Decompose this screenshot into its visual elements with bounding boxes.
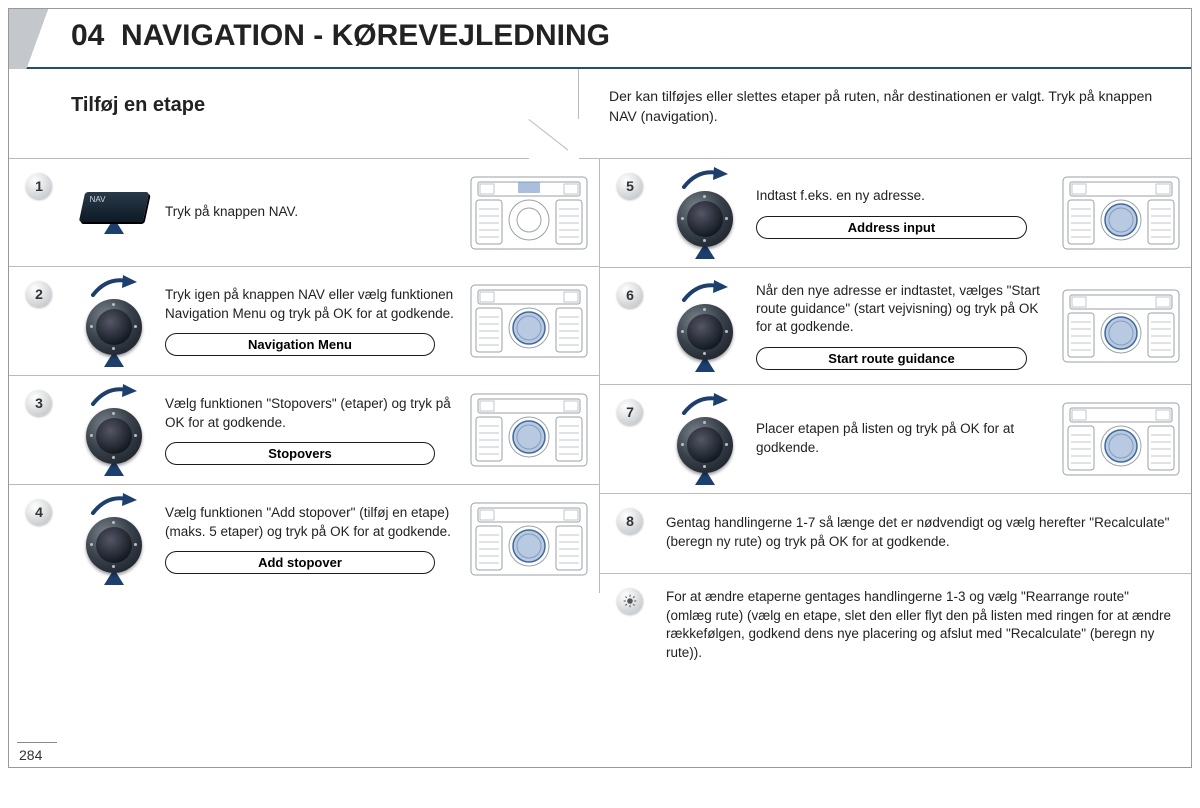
step-number-badge: 2: [26, 281, 52, 307]
header-slash-decoration: [9, 9, 69, 69]
swoosh-arrow-icon: [89, 384, 139, 406]
icon-cell: [660, 276, 750, 376]
thumb-cell: [469, 275, 599, 367]
thumb-cell: [469, 384, 599, 476]
page-number: 284: [19, 747, 42, 763]
note-row: For at ændre etaperne gentages handlinge…: [600, 574, 1191, 678]
icon-cell: [660, 167, 750, 259]
icon-cell: NAV: [69, 167, 159, 258]
badge-cell: 5: [600, 167, 660, 259]
menu-pill: Stopovers: [165, 442, 435, 465]
step-row: 7 Placer etapen på listen og tryk på OK …: [600, 385, 1191, 494]
step-row: 5 Indtast f.eks. en ny adresse. Address …: [600, 159, 1191, 268]
step-number-badge: 5: [617, 173, 643, 199]
menu-pill: Address input: [756, 216, 1027, 239]
step-number-badge: 4: [26, 499, 52, 525]
console-thumbnail: [470, 393, 588, 467]
note-text: For at ændre etaperne gentages handlinge…: [660, 582, 1191, 670]
text-cell: Indtast f.eks. en ny adresse. Address in…: [750, 167, 1061, 259]
text-cell: Placer etapen på listen og tryk på OK fo…: [750, 393, 1061, 485]
icon-cell: [69, 275, 159, 367]
step-number-badge: 6: [617, 282, 643, 308]
section-number: 04: [71, 19, 104, 52]
thumb-cell: [1061, 167, 1191, 259]
right-column: 5 Indtast f.eks. en ny adresse. Address …: [600, 159, 1191, 759]
step-number-badge: 7: [617, 399, 643, 425]
icon-cell: [69, 493, 159, 585]
thumb-cell: [1061, 276, 1191, 376]
swoosh-arrow-icon: [680, 280, 730, 302]
corner-cut-decoration: [529, 119, 579, 159]
swoosh-arrow-icon: [89, 275, 139, 297]
console-thumbnail: [1062, 402, 1180, 476]
menu-pill: Start route guidance: [756, 347, 1027, 370]
rotary-dial-icon: [86, 408, 142, 464]
menu-pill: Navigation Menu: [165, 333, 435, 356]
swoosh-arrow-icon: [680, 167, 730, 189]
instruction-text: Placer etapen på listen og tryk på OK fo…: [756, 420, 1047, 456]
header-title: 04 NAVIGATION - KØREVEJLEDNING: [71, 19, 610, 53]
nav-button-icon: NAV: [79, 192, 149, 222]
console-thumbnail: [470, 284, 588, 358]
instruction-text: Vælg funktionen "Stopovers" (etaper) og …: [165, 395, 455, 431]
step-row: 1 NAV Tryk på knappen NAV.: [9, 159, 600, 267]
menu-pill: Add stopover: [165, 551, 435, 574]
badge-cell: 6: [600, 276, 660, 376]
text-cell: Vælg funktionen "Add stopover" (tilføj e…: [159, 493, 469, 585]
intro-right-text: Der kan tilføjes eller slettes etaper på…: [579, 69, 1191, 158]
rotary-dial-icon: [677, 417, 733, 473]
thumb-cell: [1061, 393, 1191, 485]
intro-row: Tilføj en etape Der kan tilføjes eller s…: [9, 69, 1191, 159]
instruction-text: Tryk på knappen NAV.: [165, 203, 455, 221]
badge-cell: 1: [9, 167, 69, 258]
swoosh-arrow-icon: [680, 393, 730, 415]
badge-cell: 3: [9, 384, 69, 476]
text-cell: Vælg funktionen "Stopovers" (etaper) og …: [159, 384, 469, 476]
rotary-dial-icon: [86, 299, 142, 355]
icon-cell: [660, 393, 750, 485]
step-row: 6 Når den nye adresse er indtastet, vælg…: [600, 268, 1191, 385]
swoosh-arrow-icon: [89, 493, 139, 515]
icon-cell: [69, 384, 159, 476]
thumb-cell: [469, 493, 599, 585]
header: 04 NAVIGATION - KØREVEJLEDNING: [9, 9, 1191, 69]
page-frame: 04 NAVIGATION - KØREVEJLEDNING Tilføj en…: [8, 8, 1192, 768]
intro-left: Tilføj en etape: [9, 69, 579, 158]
text-cell: Når den nye adresse er indtastet, vælges…: [750, 276, 1061, 376]
text-cell: Tryk igen på knappen NAV eller vælg funk…: [159, 275, 469, 367]
instruction-text: Når den nye adresse er indtastet, vælges…: [756, 282, 1047, 337]
step-row: 2 Tryk igen på knappen NAV eller vælg fu…: [9, 267, 600, 376]
rotary-dial-icon: [86, 517, 142, 573]
step-number-badge: 1: [26, 173, 52, 199]
instruction-text: Vælg funktionen "Add stopover" (tilføj e…: [165, 504, 455, 540]
rotary-dial-icon: [677, 191, 733, 247]
left-column: 1 NAV Tryk på knappen NAV. 2: [9, 159, 600, 759]
badge-cell: [600, 582, 660, 670]
badge-cell: 8: [600, 502, 660, 565]
instruction-text: Tryk igen på knappen NAV eller vælg funk…: [165, 286, 455, 322]
step-row: 4 Vælg funktionen "Add stopover" (tilføj…: [9, 485, 600, 593]
badge-cell: 2: [9, 275, 69, 367]
instruction-text: Indtast f.eks. en ny adresse.: [756, 187, 1047, 205]
page-number-rule: [17, 742, 57, 743]
note-text: Gentag handlingerne 1-7 så længe det er …: [660, 502, 1191, 565]
console-thumbnail: [1062, 176, 1180, 250]
console-thumbnail: [470, 176, 588, 250]
rotary-dial-icon: [677, 304, 733, 360]
step-number-badge: 8: [617, 508, 643, 534]
subtitle: Tilføj en etape: [71, 94, 538, 117]
console-thumbnail: [470, 502, 588, 576]
badge-cell: 7: [600, 393, 660, 485]
columns: 1 NAV Tryk på knappen NAV. 2: [9, 159, 1191, 759]
tip-badge: [617, 588, 643, 614]
note-row: 8 Gentag handlingerne 1-7 så længe det e…: [600, 494, 1191, 574]
text-cell: Tryk på knappen NAV.: [159, 167, 469, 258]
section-title: NAVIGATION - KØREVEJLEDNING: [121, 19, 610, 52]
badge-cell: 4: [9, 493, 69, 585]
step-row: 3 Vælg funktionen "Stopovers" (etaper) o…: [9, 376, 600, 485]
step-number-badge: 3: [26, 390, 52, 416]
thumb-cell: [469, 167, 599, 258]
console-thumbnail: [1062, 289, 1180, 363]
